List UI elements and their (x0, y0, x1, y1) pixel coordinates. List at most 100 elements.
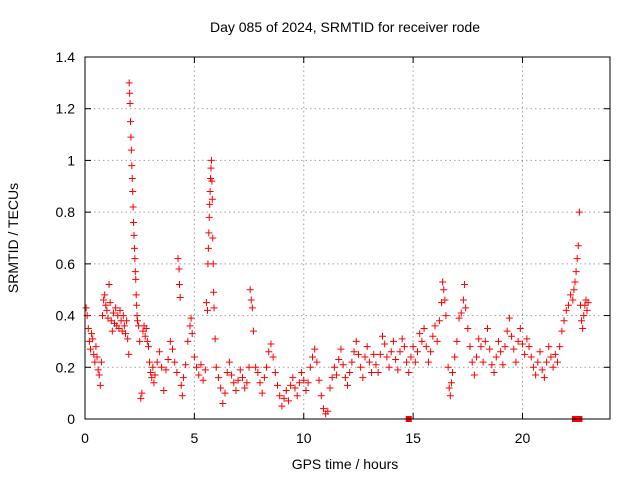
data-point (431, 322, 439, 330)
data-point (457, 309, 465, 317)
data-point (128, 162, 136, 170)
data-point (315, 376, 323, 384)
data-point (138, 389, 146, 397)
data-point (153, 358, 161, 366)
data-point (86, 345, 94, 353)
data-point (102, 301, 110, 309)
data-point (306, 363, 314, 371)
data-point (124, 335, 132, 343)
data-point (359, 374, 367, 382)
data-point (256, 379, 264, 387)
data-point (208, 195, 216, 203)
data-point (584, 299, 592, 307)
data-point (370, 350, 378, 358)
data-point (234, 376, 242, 384)
data-point (403, 358, 411, 366)
data-point (221, 389, 229, 397)
data-point (106, 299, 114, 307)
data-point (265, 348, 273, 356)
data-point (470, 371, 478, 379)
data-point (429, 332, 437, 340)
data-point (556, 343, 564, 351)
data-point (91, 358, 99, 366)
data-point (379, 332, 386, 340)
data-point (361, 353, 369, 361)
data-point (304, 379, 312, 387)
data-point (149, 363, 157, 371)
data-point (209, 260, 217, 268)
data-point (282, 387, 290, 395)
data-point (337, 345, 345, 353)
data-point (466, 343, 474, 351)
data-point (82, 304, 90, 312)
data-point (350, 348, 358, 356)
data-point (186, 322, 194, 330)
data-point (405, 368, 413, 376)
data-point (445, 384, 453, 392)
data-point (348, 358, 356, 366)
data-point (230, 379, 238, 387)
data-point (392, 356, 400, 364)
y-tick-label: 0.4 (56, 308, 76, 324)
data-point (477, 343, 485, 351)
data-point (554, 358, 561, 366)
x-tick-label: 5 (190, 430, 198, 446)
data-point (575, 208, 583, 216)
data-point (376, 350, 384, 358)
data-point (176, 281, 183, 289)
data-point (516, 325, 524, 332)
x-tick-label: 0 (81, 430, 89, 446)
data-point (143, 337, 151, 345)
data-point (174, 255, 182, 263)
data-point (383, 353, 391, 361)
data-point (188, 330, 196, 338)
data-point (88, 330, 96, 338)
data-point (447, 379, 455, 387)
data-point (409, 343, 417, 351)
data-point (236, 366, 244, 374)
data-point (176, 293, 184, 301)
data-point (195, 371, 203, 379)
data-point (93, 353, 101, 361)
data-point (101, 291, 109, 299)
data-point (126, 89, 134, 97)
data-point (280, 394, 288, 402)
data-point (125, 350, 133, 358)
data-point (136, 337, 144, 345)
data-point (204, 306, 211, 314)
data-point (381, 340, 389, 348)
data-point (132, 291, 140, 299)
x-tick-label: 20 (515, 430, 531, 446)
data-point (267, 340, 275, 348)
data-point (508, 332, 516, 340)
data-point (137, 394, 145, 402)
data-point (540, 374, 548, 382)
data-point (572, 268, 580, 276)
data-point (427, 348, 435, 356)
data-point (562, 306, 570, 314)
data-point (258, 389, 266, 397)
data-point (400, 343, 408, 351)
data-point (422, 343, 430, 351)
data-point (141, 332, 149, 340)
data-point (479, 358, 487, 366)
data-point (453, 337, 461, 345)
data-point (567, 291, 575, 299)
data-point (512, 358, 520, 366)
data-point (248, 304, 256, 312)
data-point (510, 345, 518, 353)
data-point (127, 118, 134, 126)
data-point (387, 348, 395, 356)
data-point (492, 353, 500, 361)
data-point (534, 358, 542, 366)
data-point (394, 366, 402, 374)
data-point (490, 368, 498, 376)
data-point (205, 229, 213, 237)
data-point (177, 381, 185, 389)
data-point (263, 363, 271, 371)
data-point (128, 175, 136, 183)
data-point (372, 361, 380, 369)
data-point (455, 314, 463, 322)
data-point (92, 343, 100, 351)
data-point (442, 312, 450, 320)
